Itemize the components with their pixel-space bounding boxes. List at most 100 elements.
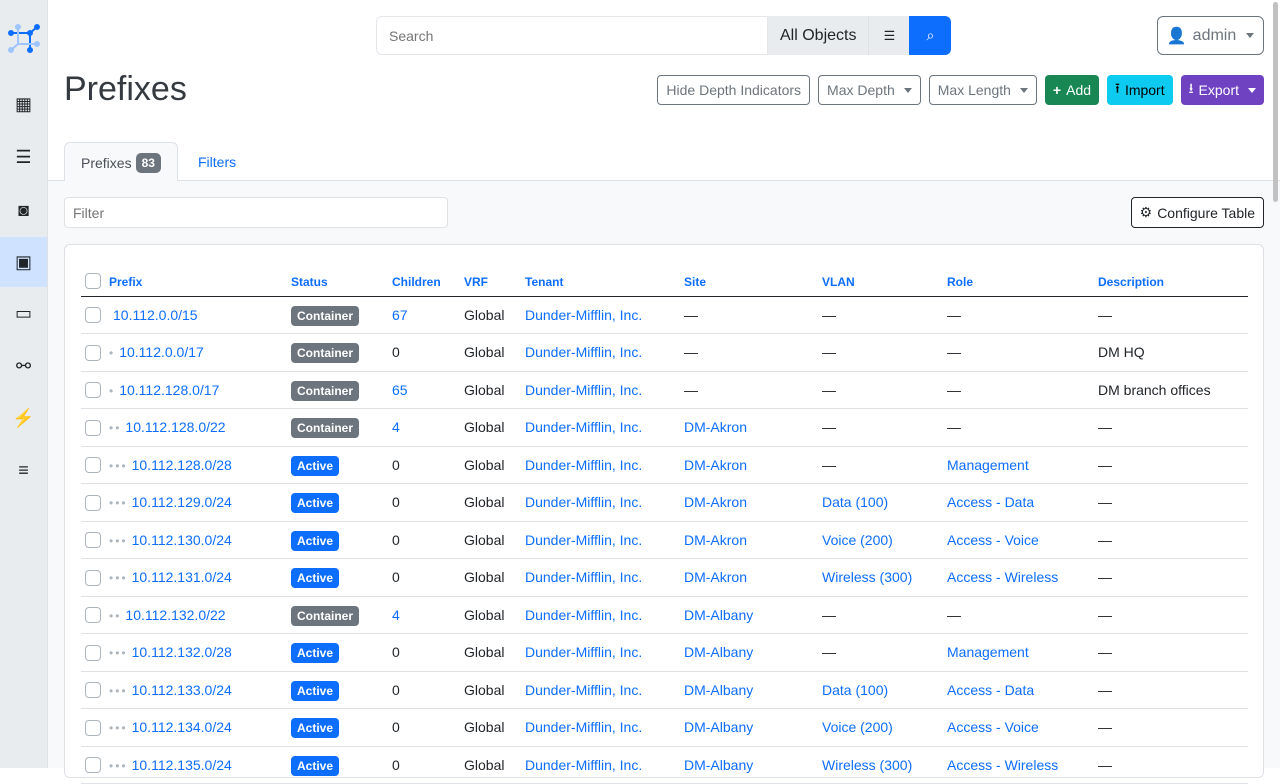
- prefix-link[interactable]: 10.112.128.0/28: [131, 456, 232, 473]
- prefix-link[interactable]: 10.112.132.0/28: [131, 644, 232, 661]
- site-cell: DM-Akron: [680, 446, 818, 484]
- search-button[interactable]: ⌕: [909, 16, 952, 55]
- nav-devices[interactable]: ☰: [0, 132, 47, 182]
- site-cell: DM-Albany: [680, 671, 818, 709]
- depth-indicator: ••: [109, 421, 122, 436]
- row-checkbox[interactable]: [85, 644, 101, 661]
- hide-depth-button[interactable]: Hide Depth Indicators: [657, 75, 811, 105]
- column-header[interactable]: Site: [680, 267, 818, 297]
- depth-indicator: •••: [109, 533, 128, 548]
- row-checkbox[interactable]: [85, 569, 101, 586]
- prefix-link[interactable]: 10.112.129.0/24: [131, 494, 232, 511]
- vlan-cell: Wireless (300): [818, 558, 943, 597]
- search-filter-button[interactable]: ☰: [869, 16, 910, 55]
- column-header[interactable]: Prefix: [105, 267, 287, 297]
- row-checkbox[interactable]: [85, 419, 101, 436]
- prefix-cell: • 10.112.0.0/17: [105, 333, 287, 372]
- filter-icon: ☰: [883, 27, 896, 43]
- prefix-link[interactable]: 10.112.135.0/24: [131, 756, 232, 773]
- prefix-link[interactable]: 10.112.128.0/17: [119, 381, 220, 398]
- children-cell: 4: [388, 596, 460, 634]
- row-checkbox[interactable]: [85, 757, 101, 774]
- status-badge: Container: [291, 380, 360, 401]
- nav-ipam[interactable]: ▣: [0, 237, 47, 287]
- prefix-link[interactable]: 10.112.0.0/15: [113, 306, 198, 323]
- row-checkbox[interactable]: [85, 494, 101, 511]
- row-checkbox[interactable]: [85, 307, 101, 324]
- status-badge: Container: [291, 605, 360, 626]
- table-row: • 10.112.0.0/17 Container 0 Global Dunder…: [81, 333, 1248, 372]
- building-icon: ▦: [14, 93, 32, 114]
- table-row: 10.112.0.0/15 Container 67 Global Dunder…: [81, 296, 1248, 334]
- plus-icon: +: [1052, 82, 1062, 98]
- nav-organization[interactable]: ▦: [0, 79, 47, 129]
- configure-table-button[interactable]: ⚙ Configure Table: [1130, 197, 1264, 228]
- table-row: •• 10.112.132.0/22 Container 4 Global Dun…: [81, 596, 1248, 634]
- description-cell: DM HQ: [1094, 333, 1248, 372]
- column-header[interactable]: VLAN: [818, 267, 943, 297]
- prefix-link[interactable]: 10.112.134.0/24: [131, 719, 232, 736]
- prefix-link[interactable]: 10.112.131.0/24: [131, 569, 232, 586]
- prefix-cell: ••• 10.112.128.0/28: [105, 446, 287, 484]
- tenant-cell: Dunder-Mifflin, Inc.: [521, 483, 680, 522]
- nav-virtualization[interactable]: ▭: [0, 288, 47, 338]
- vlan-cell: —: [818, 408, 943, 447]
- table-row: ••• 10.112.132.0/28 Active 0 Global Dunde…: [81, 633, 1248, 672]
- column-header[interactable]: Status: [287, 267, 388, 297]
- prefix-link[interactable]: 10.112.132.0/22: [125, 606, 226, 623]
- prefix-link[interactable]: 10.112.133.0/24: [131, 681, 232, 698]
- vlan-cell: Data (100): [818, 671, 943, 709]
- site-cell: DM-Albany: [680, 633, 818, 672]
- role-cell: —: [943, 596, 1094, 634]
- scrollbar[interactable]: [1273, 2, 1278, 202]
- depth-indicator: •••: [109, 496, 128, 511]
- table-filter-input[interactable]: [64, 197, 448, 228]
- netbox-logo[interactable]: [0, 15, 47, 65]
- column-header[interactable]: Tenant: [521, 267, 680, 297]
- select-all-checkbox[interactable]: [85, 272, 101, 289]
- add-button[interactable]: + Add: [1044, 75, 1100, 105]
- role-cell: Management: [943, 633, 1094, 672]
- row-checkbox[interactable]: [85, 719, 101, 736]
- table-row: • 10.112.128.0/17 Container 65 Global Dun…: [81, 371, 1248, 409]
- search-scope-select[interactable]: All Objects: [768, 16, 870, 55]
- prefix-link[interactable]: 10.112.130.0/24: [131, 531, 232, 548]
- row-checkbox[interactable]: [85, 344, 101, 361]
- max-length-dropdown[interactable]: Max Length: [928, 75, 1037, 105]
- export-dropdown[interactable]: ⭳ Export: [1180, 75, 1264, 105]
- description-cell: —: [1094, 521, 1248, 559]
- tab-prefixes[interactable]: Prefixes 83: [64, 142, 178, 182]
- nav-connections[interactable]: ◙: [0, 185, 47, 235]
- depth-indicator: •••: [109, 646, 128, 661]
- prefix-link[interactable]: 10.112.0.0/17: [119, 344, 204, 361]
- column-header[interactable]: Description: [1094, 267, 1248, 297]
- nav-other[interactable]: ≡: [0, 445, 47, 495]
- status-badge: Container: [291, 343, 360, 364]
- row-checkbox[interactable]: [85, 682, 101, 699]
- description-cell: —: [1094, 746, 1248, 784]
- column-header[interactable]: VRF: [460, 267, 521, 297]
- nav-circuits[interactable]: ⚯: [0, 341, 47, 391]
- tab-filters[interactable]: Filters: [198, 153, 237, 170]
- vlan-cell: —: [818, 596, 943, 634]
- description-cell: —: [1094, 558, 1248, 597]
- row-checkbox[interactable]: [85, 457, 101, 474]
- user-menu[interactable]: 👤 admin: [1157, 16, 1264, 55]
- children-cell: 0: [388, 746, 460, 784]
- row-checkbox[interactable]: [85, 382, 101, 399]
- import-button[interactable]: ⭱ Import: [1107, 75, 1173, 105]
- column-header[interactable]: Children: [388, 267, 460, 297]
- column-header[interactable]: Role: [943, 267, 1094, 297]
- row-checkbox[interactable]: [85, 607, 101, 624]
- prefix-link[interactable]: 10.112.128.0/22: [125, 419, 226, 436]
- nav-power[interactable]: ⚡: [0, 393, 47, 443]
- search-input[interactable]: [376, 16, 768, 55]
- row-checkbox[interactable]: [85, 532, 101, 549]
- table-row: •• 10.112.128.0/22 Container 4 Global Dun…: [81, 408, 1248, 447]
- prefix-cell: • 10.112.128.0/17: [105, 371, 287, 409]
- max-depth-dropdown[interactable]: Max Depth: [818, 75, 921, 105]
- role-cell: Access - Data: [943, 483, 1094, 522]
- prefix-cell: ••• 10.112.131.0/24: [105, 558, 287, 597]
- prefix-cell: •• 10.112.132.0/22: [105, 596, 287, 634]
- children-cell: 4: [388, 408, 460, 447]
